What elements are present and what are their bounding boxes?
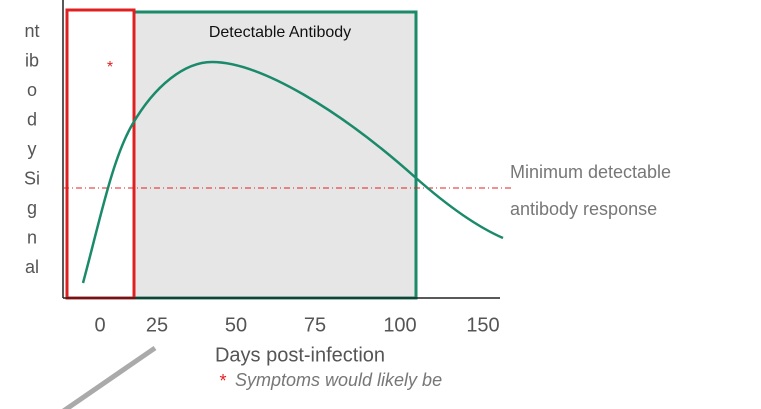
y-axis-label: d [27, 109, 37, 129]
x-tick-label: 75 [304, 314, 326, 336]
footnote-marker: * [219, 371, 226, 391]
x-tick-label: 50 [225, 314, 247, 336]
y-axis-label: y [28, 139, 37, 159]
y-axis-label: n [27, 227, 37, 247]
footnote: Symptoms would likely be [235, 370, 442, 390]
threshold-label: Minimum detectable [510, 162, 671, 182]
x-tick-label: 25 [146, 314, 168, 336]
y-axis-label: nt [24, 21, 39, 41]
x-axis-label: Days post-infection [215, 344, 385, 366]
x-tick-label: 0 [94, 314, 105, 336]
x-tick-label: 150 [466, 314, 499, 336]
x-tick-label: 100 [383, 314, 416, 336]
y-axis-label: ib [25, 50, 39, 70]
y-axis-label: al [25, 257, 39, 277]
y-axis-label: g [27, 198, 37, 218]
pointer-line [61, 345, 157, 409]
detectable-box [132, 10, 418, 300]
threshold-label: antibody response [510, 199, 657, 219]
symptom-marker: * [107, 59, 113, 76]
y-axis-label: o [27, 80, 37, 100]
y-axis-label: Si [24, 168, 40, 188]
box-label: Detectable Antibody [209, 24, 351, 41]
antibody-curve [81, 60, 504, 284]
symptom-box [65, 8, 136, 300]
